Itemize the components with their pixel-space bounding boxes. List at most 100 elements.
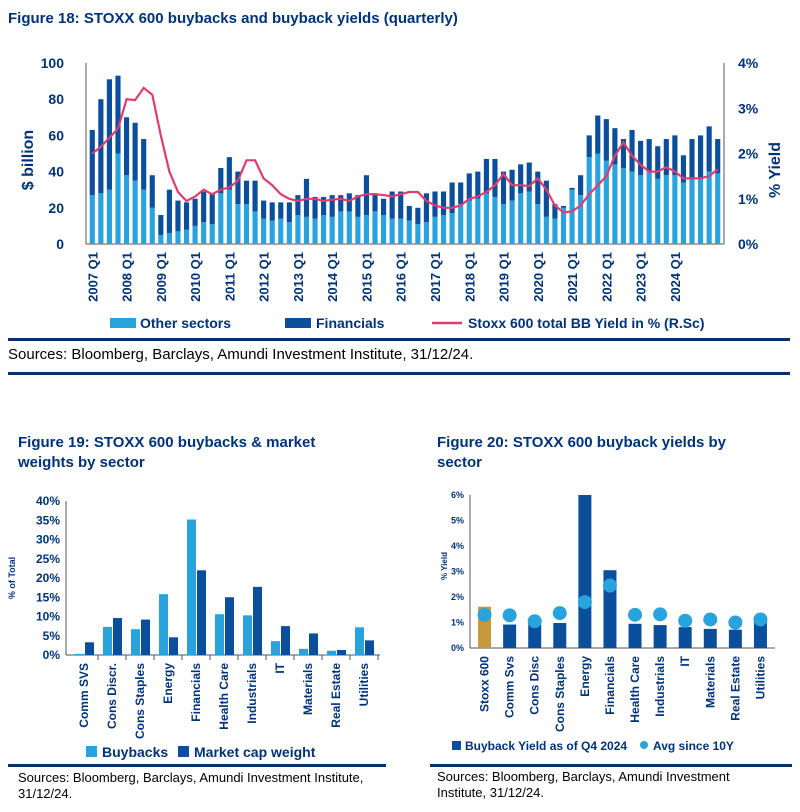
fig18-bar-other-sectors: [166, 233, 172, 244]
fig20-dot-avg-10y: [628, 607, 643, 622]
fig18-bar-other-sectors: [106, 189, 112, 244]
fig18-bar-other-sectors: [98, 193, 104, 244]
fig18-bar-other-sectors: [646, 171, 652, 244]
fig19-title-line2: weights by sector: [18, 454, 145, 471]
fig20-bar-buyback-yield: [503, 624, 517, 648]
fig20-category-label: IT: [678, 655, 692, 666]
fig18-bar-financials: [620, 139, 627, 168]
fig20-legend-yield: Buyback Yield as of Q4 2024: [465, 739, 627, 753]
fig18-bar-other-sectors: [500, 204, 507, 244]
fig18-bar-other-sectors: [706, 171, 712, 244]
fig18-ylabel: $ billion: [20, 130, 37, 190]
fig19-category-label: IT: [273, 662, 287, 673]
fig18-bar-other-sectors: [612, 164, 618, 244]
fig19-category-label: Cons Discr.: [105, 663, 119, 729]
fig19-category-label: Energy: [161, 663, 175, 704]
fig18-bar-other-sectors: [432, 216, 438, 244]
fig18-bar-financials: [269, 202, 275, 221]
fig18-bar-financials: [466, 173, 472, 201]
fig18-bar-other-sectors: [235, 204, 241, 244]
fig19-bar-buybacks: [327, 650, 336, 655]
fig18-bottom-rule: [8, 372, 790, 375]
fig18-bar-financials: [278, 202, 284, 219]
fig19-bar-market-cap: [197, 570, 206, 655]
fig19-bar-market-cap: [113, 618, 122, 655]
fig19-category-label: Cons Staples: [133, 663, 147, 739]
fig19-category-label: Utilities: [357, 663, 371, 707]
fig18-bar-financials: [406, 205, 412, 221]
fig18-bar-financials: [166, 189, 172, 234]
fig18-bar-other-sectors: [578, 195, 584, 244]
fig20-bar-buyback-yield: [653, 625, 667, 648]
fig18-bar-financials: [89, 129, 95, 196]
fig18-bar-other-sectors: [192, 225, 198, 244]
fig18-y2tick-label: 4%: [738, 55, 759, 71]
fig20-dot-avg-10y: [753, 612, 768, 627]
fig18-xtick-label: 2009 Q1: [154, 252, 169, 302]
fig18-bar-other-sectors: [183, 229, 190, 244]
fig18-bar-other-sectors: [218, 193, 224, 244]
fig19-bar-market-cap: [309, 633, 318, 655]
fig18-bar-financials: [578, 175, 584, 196]
fig18-bar-financials: [355, 195, 361, 217]
fig18-bar-financials: [518, 164, 524, 194]
fig19-ytick-label: 5%: [43, 629, 61, 643]
fig18-bar-financials: [715, 139, 721, 174]
fig19-bar-market-cap: [141, 619, 150, 655]
fig18-bar-financials: [440, 191, 447, 216]
fig18-bar-financials: [672, 135, 678, 176]
fig20-ytick-label: 6%: [451, 490, 464, 500]
fig19-legend-swatch-market-cap: [178, 746, 189, 757]
fig18-bar-other-sectors: [595, 153, 601, 244]
fig18-bar-other-sectors: [141, 189, 147, 244]
fig18-bar-financials: [106, 79, 112, 190]
fig18-bar-financials: [312, 196, 318, 219]
fig18-bar-other-sectors: [363, 215, 370, 244]
fig18-bar-financials: [149, 175, 155, 208]
fig19-bar-buybacks: [159, 594, 168, 655]
fig18-xtick-label: 2007 Q1: [85, 252, 100, 302]
fig18-bar-financials: [209, 193, 215, 225]
fig18-bar-other-sectors: [698, 178, 704, 244]
fig18-bar-other-sectors: [406, 220, 412, 244]
fig18-bar-other-sectors: [329, 216, 335, 244]
fig18-ytick-label: 80: [48, 91, 64, 107]
fig20-dot-avg-10y: [678, 613, 693, 628]
fig18-xtick-label: 2022 Q1: [599, 252, 614, 302]
fig19-bar-buybacks: [215, 614, 224, 655]
fig18-bar-other-sectors: [483, 193, 489, 244]
fig18-bar-financials: [706, 126, 712, 172]
fig18-bar-other-sectors: [689, 178, 695, 244]
fig20-ytick-label: 4%: [451, 541, 464, 551]
fig19-bar-buybacks: [75, 653, 84, 655]
fig18-bar-other-sectors: [89, 195, 95, 244]
fig18-bar-other-sectors: [663, 175, 669, 244]
fig18-ytick-label: 20: [48, 200, 64, 216]
fig20-ytick-label: 5%: [451, 516, 464, 526]
fig18-bar-other-sectors: [389, 218, 395, 244]
fig18-bar-financials: [638, 140, 644, 176]
fig18-bar-financials: [612, 128, 618, 165]
fig19-ytick-label: 20%: [36, 571, 60, 585]
fig20-legend-swatch-avg: [640, 741, 648, 749]
fig20-ytick-label: 1%: [451, 618, 464, 628]
fig18-bar-other-sectors: [466, 200, 472, 244]
fig19-category-label: Materials: [301, 663, 315, 715]
fig20-ytick-label: 2%: [451, 592, 464, 602]
fig19-ytick-label: 0%: [43, 648, 61, 662]
fig18-bar-financials: [646, 139, 652, 172]
fig20-dot-avg-10y: [502, 608, 517, 623]
fig20-title-line2: sector: [437, 454, 483, 471]
fig18-bar-financials: [586, 135, 592, 158]
fig18-xtick-label: 2024 Q1: [668, 252, 683, 302]
fig20-sources-line2: Institute, 31/12/24.: [437, 785, 544, 800]
fig18-bar-financials: [569, 187, 575, 190]
fig18-xtick-label: 2014 Q1: [325, 252, 340, 302]
fig18-chart: 0 20 40 60 80 100 0% 1% 2% 3% 4% $ billion % Yield 20…: [20, 55, 784, 331]
fig18-bar-financials: [595, 115, 601, 154]
fig18-bar-other-sectors: [638, 175, 644, 244]
fig18-bar-other-sectors: [603, 160, 609, 244]
fig20-category-label: Cons Disc: [528, 656, 542, 715]
fig18-bar-financials: [261, 200, 267, 219]
